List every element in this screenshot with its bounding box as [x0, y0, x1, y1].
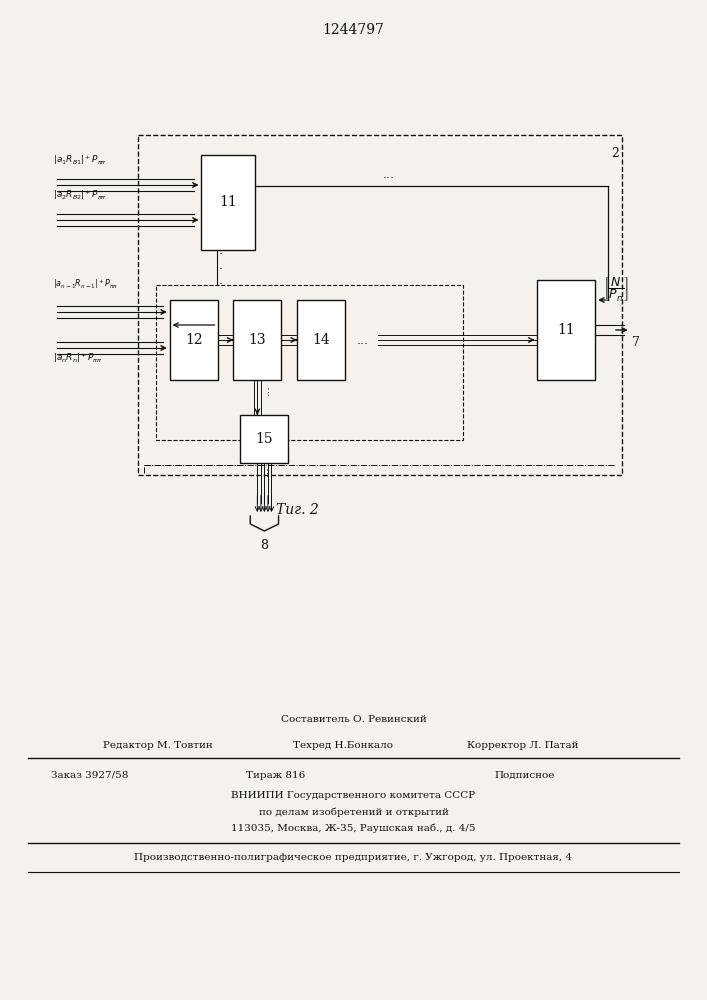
Bar — [233, 300, 281, 380]
Text: 15: 15 — [256, 432, 273, 446]
Bar — [138, 135, 622, 475]
Text: 1244797: 1244797 — [322, 23, 385, 37]
Text: ВНИИПИ Государственного комитета СССР: ВНИИПИ Государственного комитета СССР — [231, 790, 476, 800]
Bar — [201, 155, 255, 250]
Text: 11: 11 — [557, 323, 575, 337]
Text: Тираж 816: Тираж 816 — [246, 770, 305, 780]
Text: Редактор М. Товтин: Редактор М. Товтин — [103, 740, 212, 750]
Text: $|a_1R_{B1}|^+P_{\pi\pi}$: $|a_1R_{B1}|^+P_{\pi\pi}$ — [53, 153, 107, 167]
Text: 11: 11 — [219, 196, 237, 210]
Text: 8: 8 — [260, 539, 269, 552]
Text: $|a_2R_{B2}|^+P_{\pi\pi}$: $|a_2R_{B2}|^+P_{\pi\pi}$ — [53, 188, 107, 202]
Text: Составитель О. Ревинский: Составитель О. Ревинский — [281, 716, 426, 724]
Text: $|a_nR_n|^+P_{\pi\pi}$: $|a_nR_n|^+P_{\pi\pi}$ — [53, 351, 103, 365]
Text: 14: 14 — [312, 333, 330, 347]
Bar — [537, 280, 595, 380]
Text: ...: ... — [259, 466, 269, 476]
Text: Производственно-полиграфическое предприятие, г. Ужгород, ул. Проектная, 4: Производственно-полиграфическое предприя… — [134, 854, 573, 862]
Text: Τиг. 2: Τиг. 2 — [276, 503, 318, 517]
Text: $|a_{n-1}R_{n-1}|^+P_{\pi\pi}$: $|a_{n-1}R_{n-1}|^+P_{\pi\pi}$ — [53, 277, 118, 291]
Text: 2: 2 — [611, 147, 619, 160]
Text: 7: 7 — [632, 336, 641, 349]
Text: 13: 13 — [249, 333, 266, 347]
Text: ...: ... — [383, 168, 395, 181]
Bar — [297, 300, 345, 380]
Bar — [240, 415, 288, 463]
Text: Корректор Л. Патай: Корректор Л. Патай — [467, 740, 578, 750]
Text: по делам изобретений и открытий: по делам изобретений и открытий — [259, 807, 448, 817]
Text: $\left[\dfrac{N}{P_n}\right]$: $\left[\dfrac{N}{P_n}\right]$ — [604, 276, 629, 304]
Bar — [170, 300, 218, 380]
Text: ...: ... — [357, 334, 368, 347]
Text: 12: 12 — [185, 333, 202, 347]
Text: ...: ... — [261, 385, 271, 395]
Text: ·
·
·: · · · — [219, 248, 223, 292]
Text: Техред Н.Бонкало: Техред Н.Бонкало — [293, 740, 393, 750]
Bar — [156, 285, 463, 440]
Text: 113035, Москва, Ж-35, Раушская наб., д. 4/5: 113035, Москва, Ж-35, Раушская наб., д. … — [231, 823, 476, 833]
Text: Подписное: Подписное — [495, 770, 555, 780]
Text: Заказ 3927/58: Заказ 3927/58 — [51, 770, 128, 780]
